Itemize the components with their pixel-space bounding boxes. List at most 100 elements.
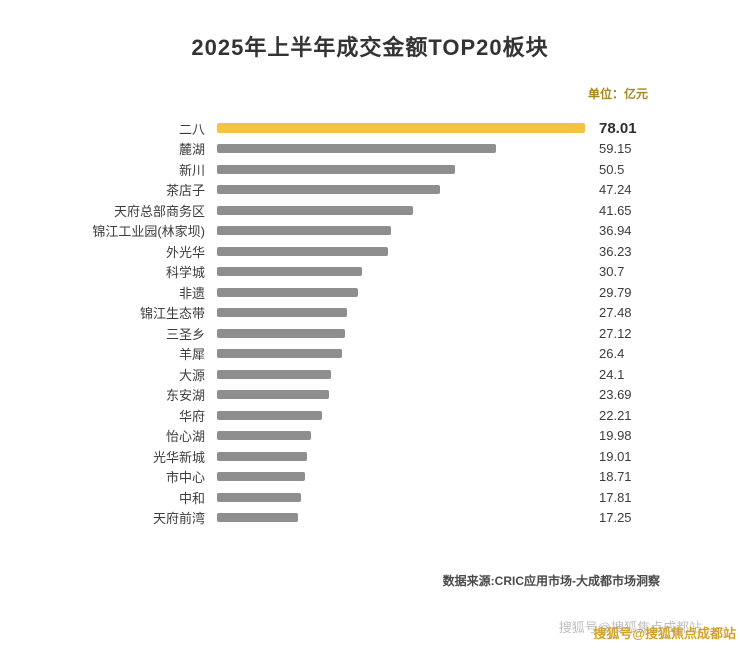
bar-track (217, 431, 585, 441)
bar (217, 164, 456, 174)
bar-track (217, 144, 585, 154)
bar (217, 287, 358, 297)
bar (217, 226, 392, 236)
bar-track (217, 164, 585, 174)
bar-row: 非遗 29.79 (0, 282, 740, 303)
bar (217, 513, 299, 523)
bar (217, 123, 585, 134)
value-label: 36.94 (599, 223, 632, 239)
category-label: 科学城 (165, 265, 205, 281)
bar (217, 205, 414, 215)
bar-track (217, 308, 585, 318)
value-label: 19.98 (599, 428, 632, 444)
category-label: 麓湖 (178, 142, 205, 158)
bar-track (217, 185, 585, 195)
bar-row: 外光华 36.23 (0, 241, 740, 262)
value-label: 78.01 (599, 119, 637, 137)
bar-row: 东安湖 23.69 (0, 385, 740, 406)
bar (217, 451, 307, 461)
value-label: 22.21 (599, 407, 632, 423)
category-label: 新川 (178, 162, 205, 178)
bar-track (217, 472, 585, 482)
category-label: 茶店子 (165, 183, 205, 199)
bar-track (217, 369, 585, 379)
bar-row: 麓湖 59.15 (0, 139, 740, 160)
bar (217, 144, 497, 154)
bar-row: 中和 17.81 (0, 487, 740, 508)
category-label: 三圣乡 (165, 326, 205, 342)
value-label: 18.71 (599, 469, 632, 485)
bar-track (217, 513, 585, 523)
chart-title: 2025年上半年成交金额TOP20板块 (191, 35, 549, 60)
bar-row: 锦江工业园(林家坝) 36.94 (0, 221, 740, 242)
category-label: 锦江生态带 (139, 306, 205, 322)
bar-track (217, 205, 585, 215)
category-label: 羊犀 (178, 347, 205, 363)
bar (217, 472, 306, 482)
bar-track (217, 349, 585, 359)
category-label: 二八 (178, 121, 205, 137)
bar-track (217, 390, 585, 400)
unit-label: 单位：亿元 (587, 87, 648, 101)
bar-row: 三圣乡 27.12 (0, 323, 740, 344)
bar-track (217, 123, 585, 134)
bar-row: 二八 78.01 (0, 118, 740, 139)
bar (217, 267, 362, 277)
value-label: 27.12 (599, 325, 632, 341)
category-label: 东安湖 (165, 388, 205, 404)
data-source: 数据来源:CRIC应用市场-大成都市场洞察 (442, 574, 660, 588)
value-label: 27.48 (599, 305, 632, 321)
value-label: 26.4 (599, 346, 625, 362)
bar (217, 431, 312, 441)
value-label: 50.5 (599, 161, 625, 177)
bar-row: 锦江生态带 27.48 (0, 303, 740, 324)
value-label: 17.25 (599, 510, 632, 526)
watermark-gold: 搜狐号@搜狐焦点成都站 (593, 626, 736, 641)
bar (217, 390, 329, 400)
category-label: 非遗 (178, 285, 205, 301)
bar-row: 天府前湾 17.25 (0, 508, 740, 529)
value-label: 30.7 (599, 264, 625, 280)
value-label: 23.69 (599, 387, 632, 403)
bar (217, 492, 301, 502)
bar-track (217, 451, 585, 461)
bar-row: 新川 50.5 (0, 159, 740, 180)
bar-track (217, 226, 585, 236)
value-label: 19.01 (599, 448, 632, 464)
bar-row: 天府总部商务区 41.65 (0, 200, 740, 221)
value-label: 41.65 (599, 202, 632, 218)
category-label: 天府前湾 (152, 511, 205, 527)
bar-row: 光华新城 19.01 (0, 446, 740, 467)
category-label: 大源 (178, 367, 205, 383)
bar-row: 市中心 18.71 (0, 467, 740, 488)
value-label: 17.81 (599, 489, 632, 505)
value-label: 24.1 (599, 366, 625, 382)
bar-track (217, 246, 585, 256)
bar-row: 茶店子 47.24 (0, 180, 740, 201)
bar-row: 华府 22.21 (0, 405, 740, 426)
bar (217, 349, 342, 359)
category-label: 华府 (178, 408, 205, 424)
value-label: 59.15 (599, 141, 632, 157)
bar (217, 328, 345, 338)
value-label: 29.79 (599, 284, 632, 300)
bar-row: 怡心湖 19.98 (0, 426, 740, 447)
bar-track (217, 410, 585, 420)
category-label: 锦江工业园(林家坝) (92, 224, 205, 240)
bar-row: 大源 24.1 (0, 364, 740, 385)
bar-track (217, 492, 585, 502)
bar (217, 185, 440, 195)
bar (217, 410, 322, 420)
bar-track (217, 267, 585, 277)
value-label: 47.24 (599, 182, 632, 198)
bar-row: 羊犀 26.4 (0, 344, 740, 365)
bar (217, 369, 331, 379)
category-label: 怡心湖 (165, 429, 205, 445)
category-label: 中和 (178, 490, 205, 506)
category-label: 天府总部商务区 (113, 203, 205, 219)
watermark-gray: 搜狐号@搜狐焦点成都站 (558, 620, 702, 635)
bar (217, 246, 388, 256)
bar-row: 科学城 30.7 (0, 262, 740, 283)
category-label: 市中心 (165, 470, 205, 486)
